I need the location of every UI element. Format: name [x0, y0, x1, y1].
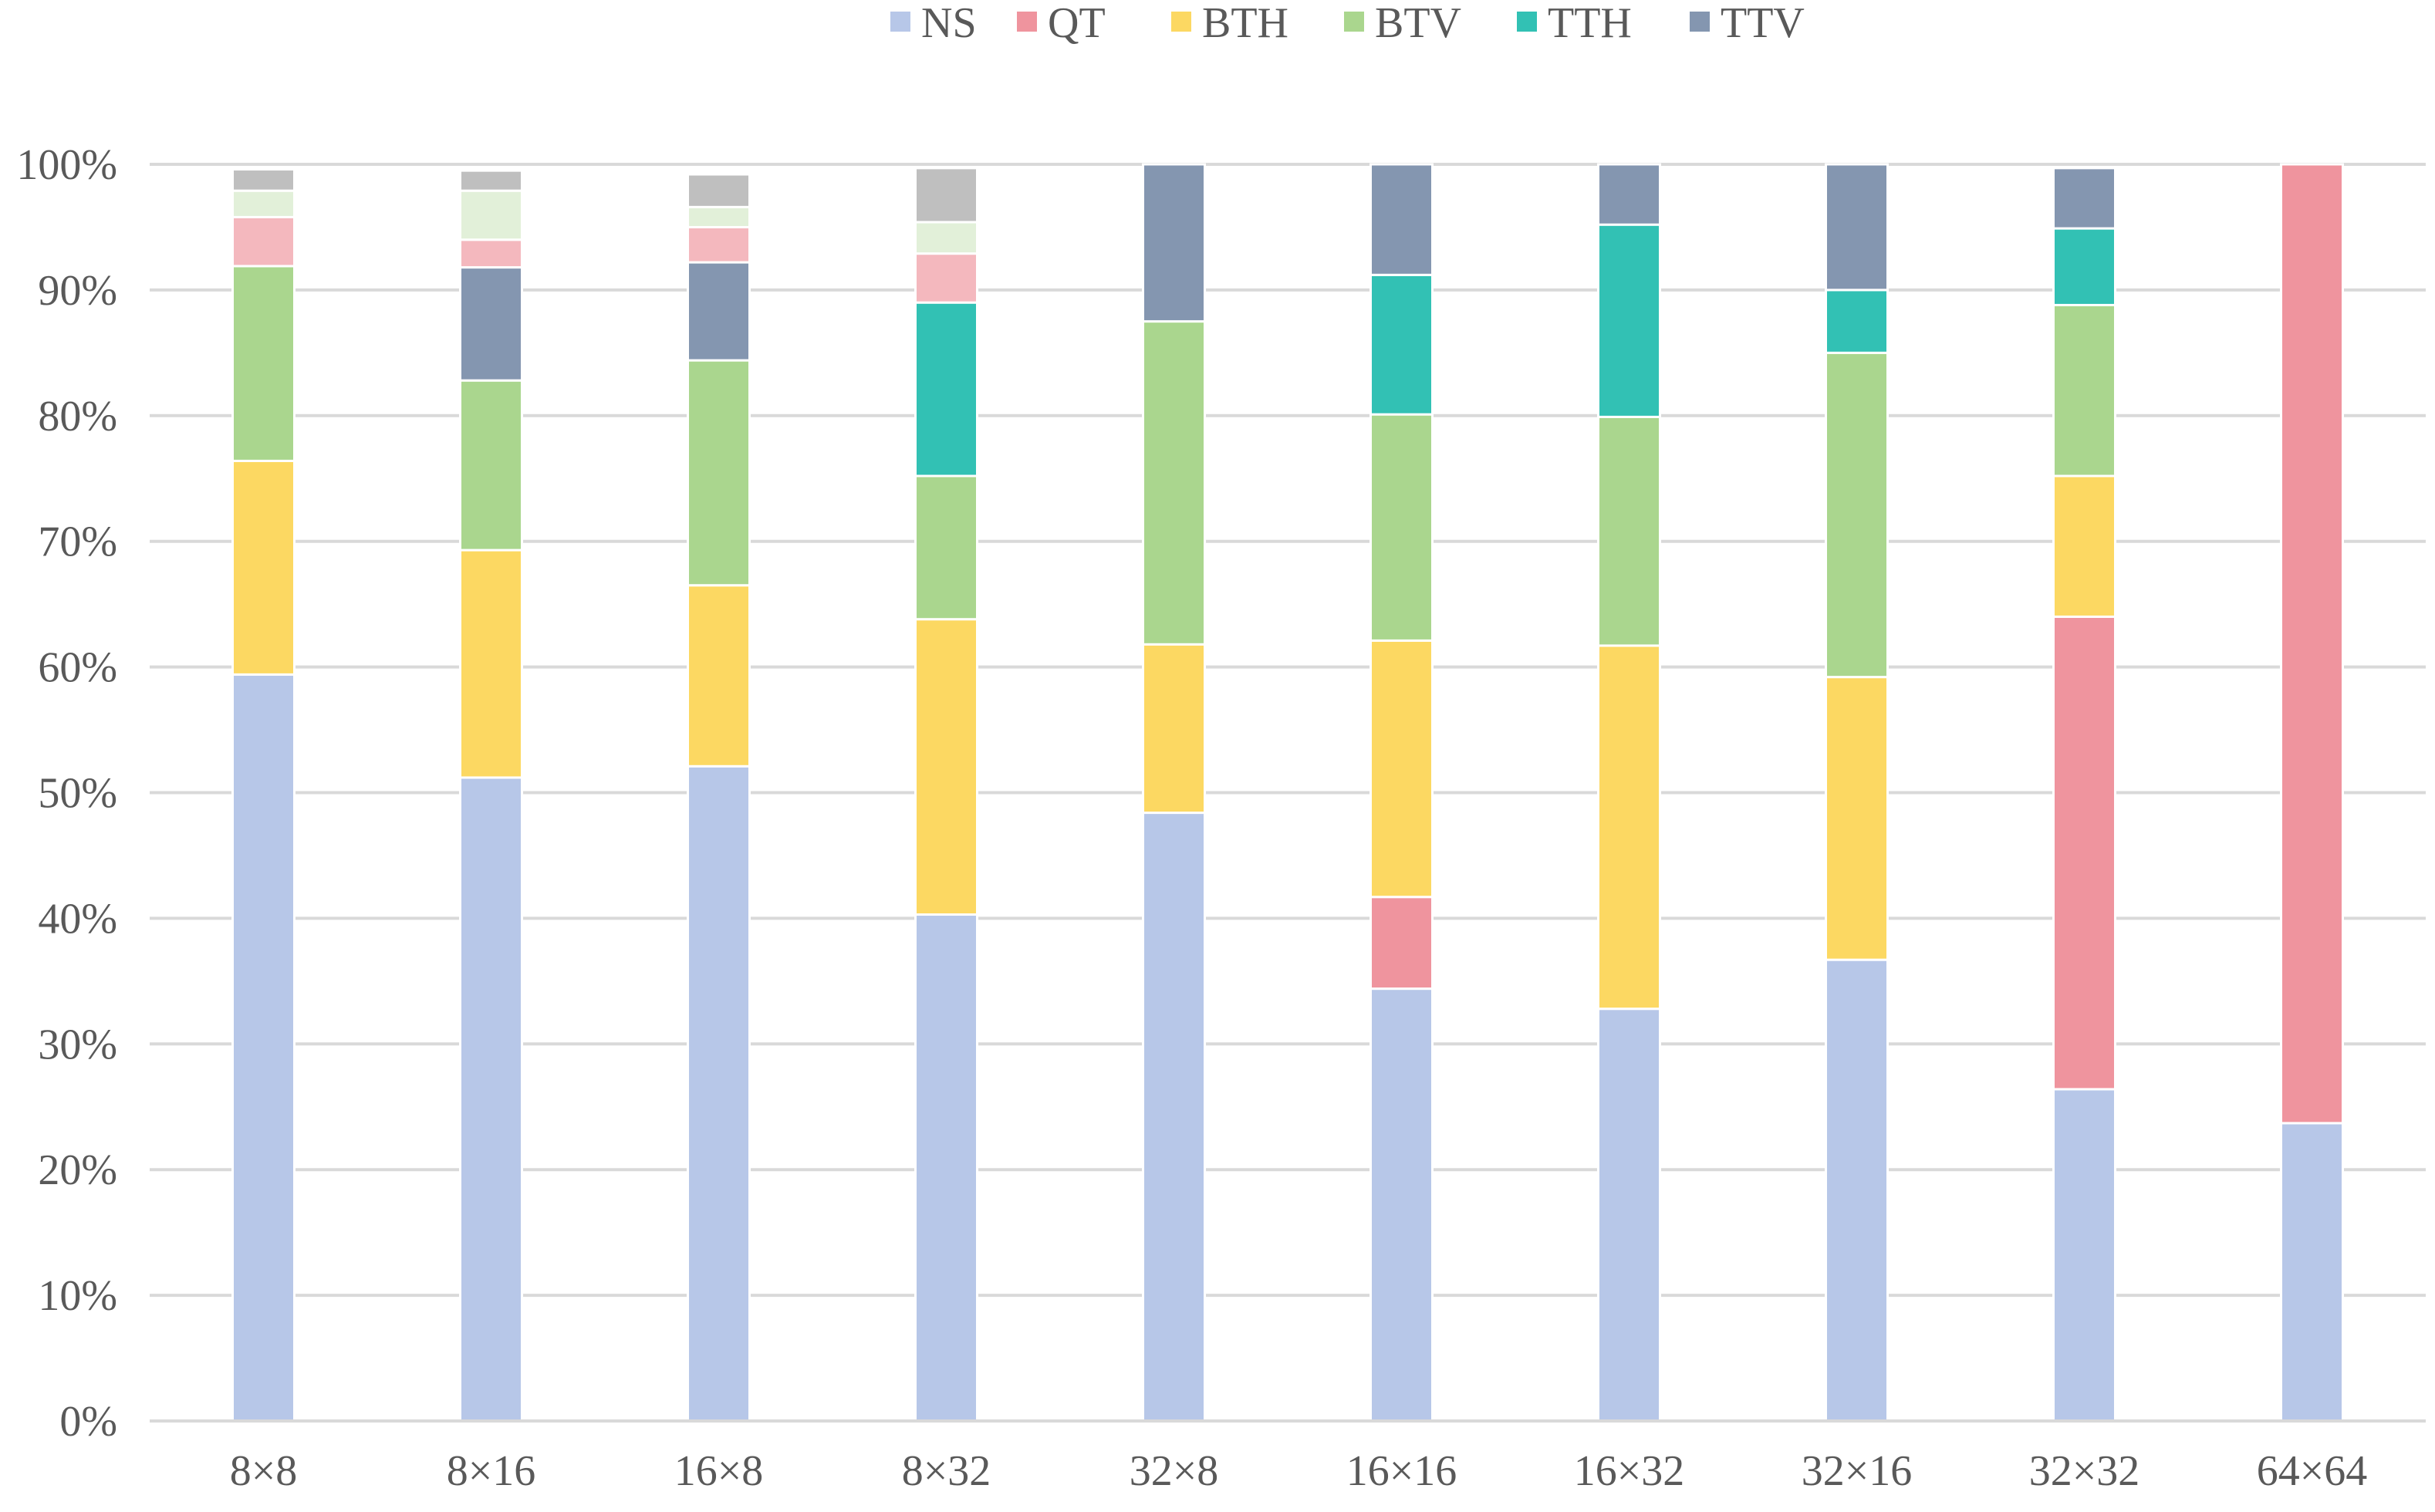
bar-segment-tth-3 — [914, 301, 978, 478]
bar-segment-ns-1 — [459, 776, 523, 1423]
y-tick-label: 100% — [16, 141, 117, 189]
y-tick-label: 40% — [38, 895, 117, 943]
bar-segment-ttv-2 — [687, 261, 751, 362]
legend-swatch-qt — [1017, 12, 1037, 32]
bar-segment-btv-8 — [2052, 303, 2116, 478]
legend-label-ns: NS — [921, 0, 977, 47]
bar-segment-tth-5 — [1369, 273, 1434, 416]
bar-segment-bth-3 — [914, 618, 978, 916]
bar-segment-extra-2-1 — [459, 189, 523, 241]
bar-segment-extra-1-3 — [914, 252, 978, 304]
bar-segment-btv-1 — [459, 379, 523, 552]
x-tick-label: 32×16 — [1802, 1447, 1913, 1495]
bar-segment-extra-1-0 — [231, 215, 296, 268]
legend-label-tth: TTH — [1548, 0, 1632, 47]
legend-label-bth: BTH — [1202, 0, 1288, 47]
bar-segment-qt-5 — [1369, 896, 1434, 991]
bar-segment-extra-3-3 — [914, 167, 978, 224]
bar-segment-btv-7 — [1825, 351, 1889, 679]
x-axis: 8×8 8×16 16×8 8×32 32×8 16×16 16×32 32×16 32×32 6… — [150, 1419, 2426, 1495]
bar-segment-ns-9 — [2280, 1122, 2344, 1423]
bar-segment-extra-1-1 — [459, 238, 523, 269]
y-tick-label: 50% — [38, 770, 117, 818]
legend-swatch-bth — [1171, 12, 1191, 32]
bar-segment-ttv-7 — [1825, 163, 1889, 292]
bar-segment-extra-3-2 — [687, 173, 751, 208]
bar-segment-btv-3 — [914, 474, 978, 621]
legend-swatch-btv — [1344, 12, 1364, 32]
y-tick-label: 60% — [38, 644, 117, 692]
y-tick-label: 30% — [38, 1021, 117, 1068]
bar-segment-ttv-5 — [1369, 163, 1434, 276]
x-tick-label: 8×16 — [447, 1447, 536, 1495]
bar-segment-extra-2-2 — [687, 205, 751, 228]
y-tick-label: 70% — [38, 518, 117, 566]
legend-label-ttv: TTV — [1721, 0, 1805, 47]
bar-segment-bth-4 — [1142, 643, 1206, 815]
bar-segment-extra-2-3 — [914, 221, 978, 255]
bar-segment-btv-4 — [1142, 320, 1206, 646]
bar-segment-ns-0 — [231, 673, 296, 1423]
bar-segment-bth-7 — [1825, 676, 1889, 961]
bar-segment-ns-3 — [914, 913, 978, 1423]
y-tick-label: 20% — [38, 1146, 117, 1194]
bar-segment-extra-1-2 — [687, 225, 751, 264]
bar-segment-ttv-6 — [1597, 163, 1661, 226]
bar-segment-bth-0 — [231, 459, 296, 676]
bar-segment-btv-0 — [231, 265, 296, 462]
legend-swatch-tth — [1517, 12, 1537, 32]
x-tick-label: 8×8 — [230, 1447, 298, 1495]
legend: NS QT BTH BTV TTH TTV — [890, 0, 1805, 47]
bar-segment-extra-3-0 — [231, 168, 296, 192]
y-tick-label: 80% — [38, 393, 117, 440]
bar-segment-tth-6 — [1597, 223, 1661, 418]
bar-segment-qt-9 — [2280, 163, 2344, 1125]
x-tick-label: 16×32 — [1574, 1447, 1685, 1495]
x-tick-label: 32×8 — [1130, 1447, 1219, 1495]
bar-segment-bth-5 — [1369, 639, 1434, 899]
bar-segment-ttv-4 — [1142, 163, 1206, 323]
legend-label-btv: BTV — [1375, 0, 1461, 47]
bar-segment-ns-8 — [2052, 1088, 2116, 1423]
bar-segment-btv-6 — [1597, 415, 1661, 647]
x-tick-label: 16×16 — [1346, 1447, 1457, 1495]
gridlines — [150, 163, 2426, 1423]
y-tick-label: 0% — [59, 1398, 117, 1446]
x-tick-label: 16×8 — [674, 1447, 764, 1495]
y-tick-label: 10% — [38, 1272, 117, 1320]
legend-label-qt: QT — [1048, 0, 1106, 47]
bar-segment-ns-2 — [687, 764, 751, 1423]
x-tick-label: 8×32 — [902, 1447, 991, 1495]
bars — [231, 163, 2344, 1423]
bar-segment-extra-3-1 — [459, 169, 523, 192]
bar-segment-btv-2 — [687, 359, 751, 587]
bar-segment-bth-2 — [687, 584, 751, 768]
bar-segment-btv-5 — [1369, 413, 1434, 642]
bar-segment-ns-7 — [1825, 958, 1889, 1423]
bar-segment-bth-8 — [2052, 474, 2116, 618]
bar-segment-qt-8 — [2052, 615, 2116, 1091]
y-axis-tick-labels: 0% 10% 20% 30% 40% 50% 60% 70% 80% 90% 100% — [16, 141, 117, 1446]
x-tick-label: 32×32 — [2029, 1447, 2140, 1495]
bar-segment-ttv-1 — [459, 266, 523, 382]
bar-segment-ns-4 — [1142, 812, 1206, 1423]
bar-segment-ttv-8 — [2052, 167, 2116, 230]
bar-segment-tth-8 — [2052, 227, 2116, 306]
bar-segment-bth-1 — [459, 548, 523, 779]
bar-segment-extra-2-0 — [231, 189, 296, 218]
x-tick-label: 64×64 — [2257, 1447, 2368, 1495]
legend-swatch-ttv — [1690, 12, 1710, 32]
bar-segment-tth-7 — [1825, 289, 1889, 354]
legend-swatch-ns — [890, 12, 910, 32]
bar-segment-bth-6 — [1597, 644, 1661, 1011]
bar-segment-ns-5 — [1369, 987, 1434, 1423]
y-tick-label: 90% — [38, 267, 117, 315]
bar-segment-ns-6 — [1597, 1007, 1661, 1423]
